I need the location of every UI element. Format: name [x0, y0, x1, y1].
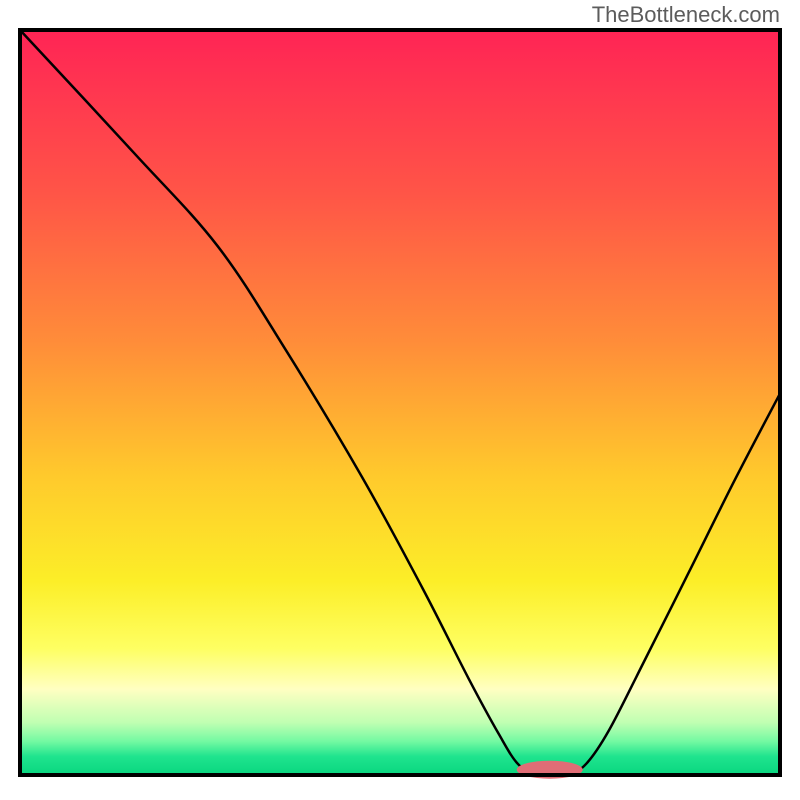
chart-container	[0, 0, 800, 800]
gradient-chart	[0, 0, 800, 800]
chart-background	[20, 30, 780, 775]
